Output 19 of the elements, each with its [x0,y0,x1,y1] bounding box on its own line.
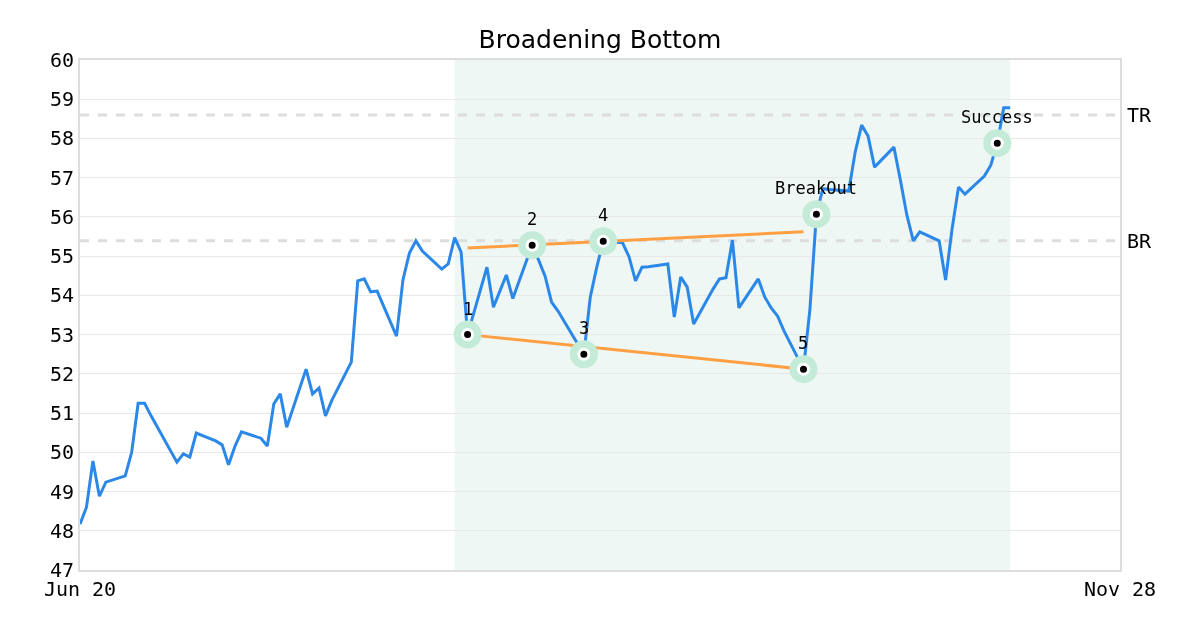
y-tick-label: 54 [49,283,74,308]
annotation: 2 [527,209,538,229]
y-tick-label: 57 [49,165,74,190]
y-tick-label: 56 [49,204,74,229]
ref-line-label: BR [1127,229,1153,253]
y-tick-label: 52 [49,361,74,386]
y-tick-label: 51 [49,401,74,426]
y-tick-label: 49 [49,479,74,504]
x-tick-label: Nov 28 [1083,577,1157,601]
y-tick-label: 58 [49,126,74,151]
ref-line-label: TR [1127,103,1153,127]
y-tick-label: 60 [49,48,74,72]
y-tick-label: 53 [49,322,74,347]
y-tick-label: 48 [49,518,74,543]
annotation: 4 [598,205,609,225]
y-tick-label: 59 [49,87,74,112]
chart-title: Broadening Bottom [478,25,722,55]
y-tick-label: 50 [49,440,74,465]
y-tick-label: 55 [49,244,74,269]
